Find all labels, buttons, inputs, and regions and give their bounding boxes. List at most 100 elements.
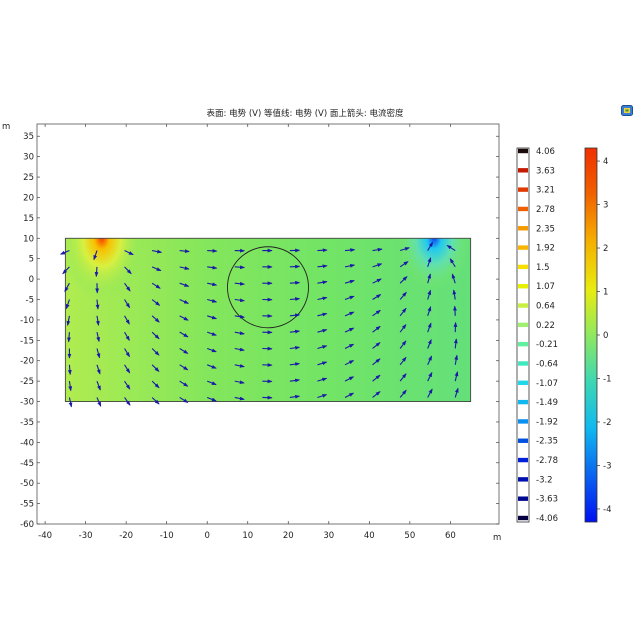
current-arrow bbox=[124, 348, 130, 358]
contour-swatch bbox=[518, 419, 528, 424]
contour-level-label: -2.78 bbox=[536, 456, 558, 466]
domain-boundary bbox=[64, 237, 472, 403]
current-arrow bbox=[399, 307, 407, 317]
current-arrow bbox=[372, 358, 381, 366]
contour-legend: 4.06 3.63 3.21 2.78 2.35 1.92 1.5 1.07 0.64 0.22 -… bbox=[516, 147, 558, 524]
x-tick-label: 10 bbox=[242, 531, 253, 541]
contour-level-label: -2.35 bbox=[536, 437, 558, 447]
current-arrow bbox=[344, 279, 355, 284]
circular-inclusion bbox=[227, 246, 309, 329]
current-arrow bbox=[399, 340, 407, 349]
current-arrow bbox=[234, 331, 245, 335]
current-arrow bbox=[179, 380, 189, 387]
current-arrow bbox=[317, 361, 328, 366]
current-arrow bbox=[289, 329, 301, 334]
contour-level-label: -4.06 bbox=[536, 514, 558, 524]
contour-swatch bbox=[518, 341, 528, 347]
current-arrow bbox=[317, 264, 328, 269]
current-arrow bbox=[289, 345, 301, 350]
contour-swatch bbox=[518, 226, 528, 231]
current-arrow bbox=[179, 397, 189, 403]
contour-swatch bbox=[518, 148, 528, 154]
current-arrow bbox=[234, 347, 245, 352]
contour-level-label: 0.22 bbox=[536, 321, 555, 331]
current-arrow bbox=[234, 380, 245, 385]
current-arrow bbox=[94, 266, 99, 278]
current-arrow bbox=[65, 299, 70, 310]
y-tick-label: 35 bbox=[23, 132, 34, 142]
contour-swatch bbox=[518, 361, 528, 366]
contour-level-label: -1.92 bbox=[536, 417, 558, 427]
x-tick-label: 30 bbox=[323, 531, 334, 541]
current-arrow bbox=[234, 281, 246, 286]
current-arrow bbox=[344, 376, 355, 382]
current-arrow bbox=[151, 299, 161, 306]
current-arrow bbox=[344, 295, 355, 301]
contour-swatch bbox=[518, 284, 528, 289]
current-density-arrows bbox=[59, 241, 459, 408]
current-arrow bbox=[124, 282, 131, 292]
surface-tick-label: -1 bbox=[603, 374, 611, 384]
current-arrow bbox=[179, 348, 189, 354]
current-arrow bbox=[399, 276, 408, 284]
current-arrow bbox=[454, 387, 459, 398]
current-arrow bbox=[452, 289, 457, 300]
current-arrow bbox=[207, 347, 217, 353]
contour-level-label: 1.92 bbox=[536, 244, 555, 254]
contour-level-label: -3.2 bbox=[536, 475, 553, 485]
y-tick-label: 0 bbox=[29, 275, 34, 285]
current-arrow bbox=[151, 315, 160, 323]
y-tick-label: -10 bbox=[20, 316, 34, 326]
contour-swatch bbox=[518, 457, 528, 463]
contour-swatch bbox=[518, 264, 528, 270]
contour-level-label: 2.35 bbox=[536, 224, 555, 234]
current-arrow bbox=[96, 332, 100, 343]
y-tick-label: 25 bbox=[23, 173, 34, 183]
contour-level-label: -0.21 bbox=[536, 340, 558, 350]
current-arrow bbox=[151, 282, 161, 289]
current-arrow bbox=[344, 311, 355, 317]
contour-swatch bbox=[518, 322, 528, 328]
current-arrow bbox=[289, 362, 301, 367]
y-tick-label: -35 bbox=[20, 418, 34, 428]
current-arrow bbox=[151, 364, 160, 372]
current-arrow bbox=[427, 338, 432, 349]
current-arrow bbox=[151, 249, 163, 254]
current-arrow bbox=[344, 248, 356, 252]
contour-swatch bbox=[518, 245, 528, 250]
contour-swatch bbox=[518, 477, 528, 482]
current-arrow bbox=[207, 298, 218, 303]
current-arrow bbox=[372, 294, 382, 300]
current-arrow bbox=[399, 389, 407, 398]
current-arrow bbox=[124, 331, 130, 342]
y-tick-label: 30 bbox=[23, 153, 34, 163]
current-arrow bbox=[234, 396, 245, 401]
current-arrow bbox=[427, 371, 433, 382]
contour-swatch bbox=[518, 496, 528, 501]
current-arrow bbox=[317, 377, 328, 382]
current-arrow bbox=[317, 394, 328, 398]
y-tick-label: 5 bbox=[29, 255, 34, 265]
current-arrow bbox=[207, 380, 217, 386]
current-arrow bbox=[399, 356, 407, 366]
current-arrow bbox=[151, 266, 162, 272]
current-arrow bbox=[289, 313, 301, 318]
current-arrow bbox=[151, 348, 160, 356]
y-tick-label: -45 bbox=[20, 459, 34, 469]
current-arrow bbox=[59, 250, 70, 255]
current-arrow bbox=[449, 258, 456, 268]
x-tick-label: 50 bbox=[404, 531, 415, 541]
contour-swatch bbox=[518, 303, 528, 308]
contour-swatch bbox=[518, 515, 528, 521]
current-arrow bbox=[124, 397, 131, 406]
current-arrow bbox=[66, 315, 71, 326]
current-arrow bbox=[96, 348, 101, 359]
y-tick-label: 10 bbox=[23, 234, 34, 244]
current-arrow bbox=[399, 261, 409, 268]
current-arrow bbox=[207, 331, 217, 336]
current-arrow bbox=[124, 380, 131, 390]
chart-title: 表面: 电势 (V) 等值线: 电势 (V) 面上箭头: 电流密度 bbox=[207, 108, 404, 119]
current-arrow bbox=[317, 312, 328, 317]
current-arrow bbox=[179, 315, 189, 321]
y-tick-label: -55 bbox=[20, 500, 34, 510]
